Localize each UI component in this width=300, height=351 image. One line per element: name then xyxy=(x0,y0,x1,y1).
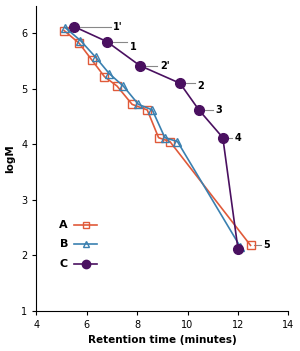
Text: C: C xyxy=(60,259,68,269)
Text: 5: 5 xyxy=(263,240,270,250)
Text: B: B xyxy=(59,239,68,249)
Text: 4: 4 xyxy=(234,133,241,143)
Text: 2': 2' xyxy=(160,60,169,71)
X-axis label: Retention time (minutes): Retention time (minutes) xyxy=(88,336,237,345)
Text: 1': 1' xyxy=(113,22,123,32)
Y-axis label: logM: logM xyxy=(6,144,16,173)
Text: 3: 3 xyxy=(215,105,222,115)
Text: A: A xyxy=(59,220,68,230)
Text: 1: 1 xyxy=(130,42,136,52)
Text: 2: 2 xyxy=(198,81,204,91)
